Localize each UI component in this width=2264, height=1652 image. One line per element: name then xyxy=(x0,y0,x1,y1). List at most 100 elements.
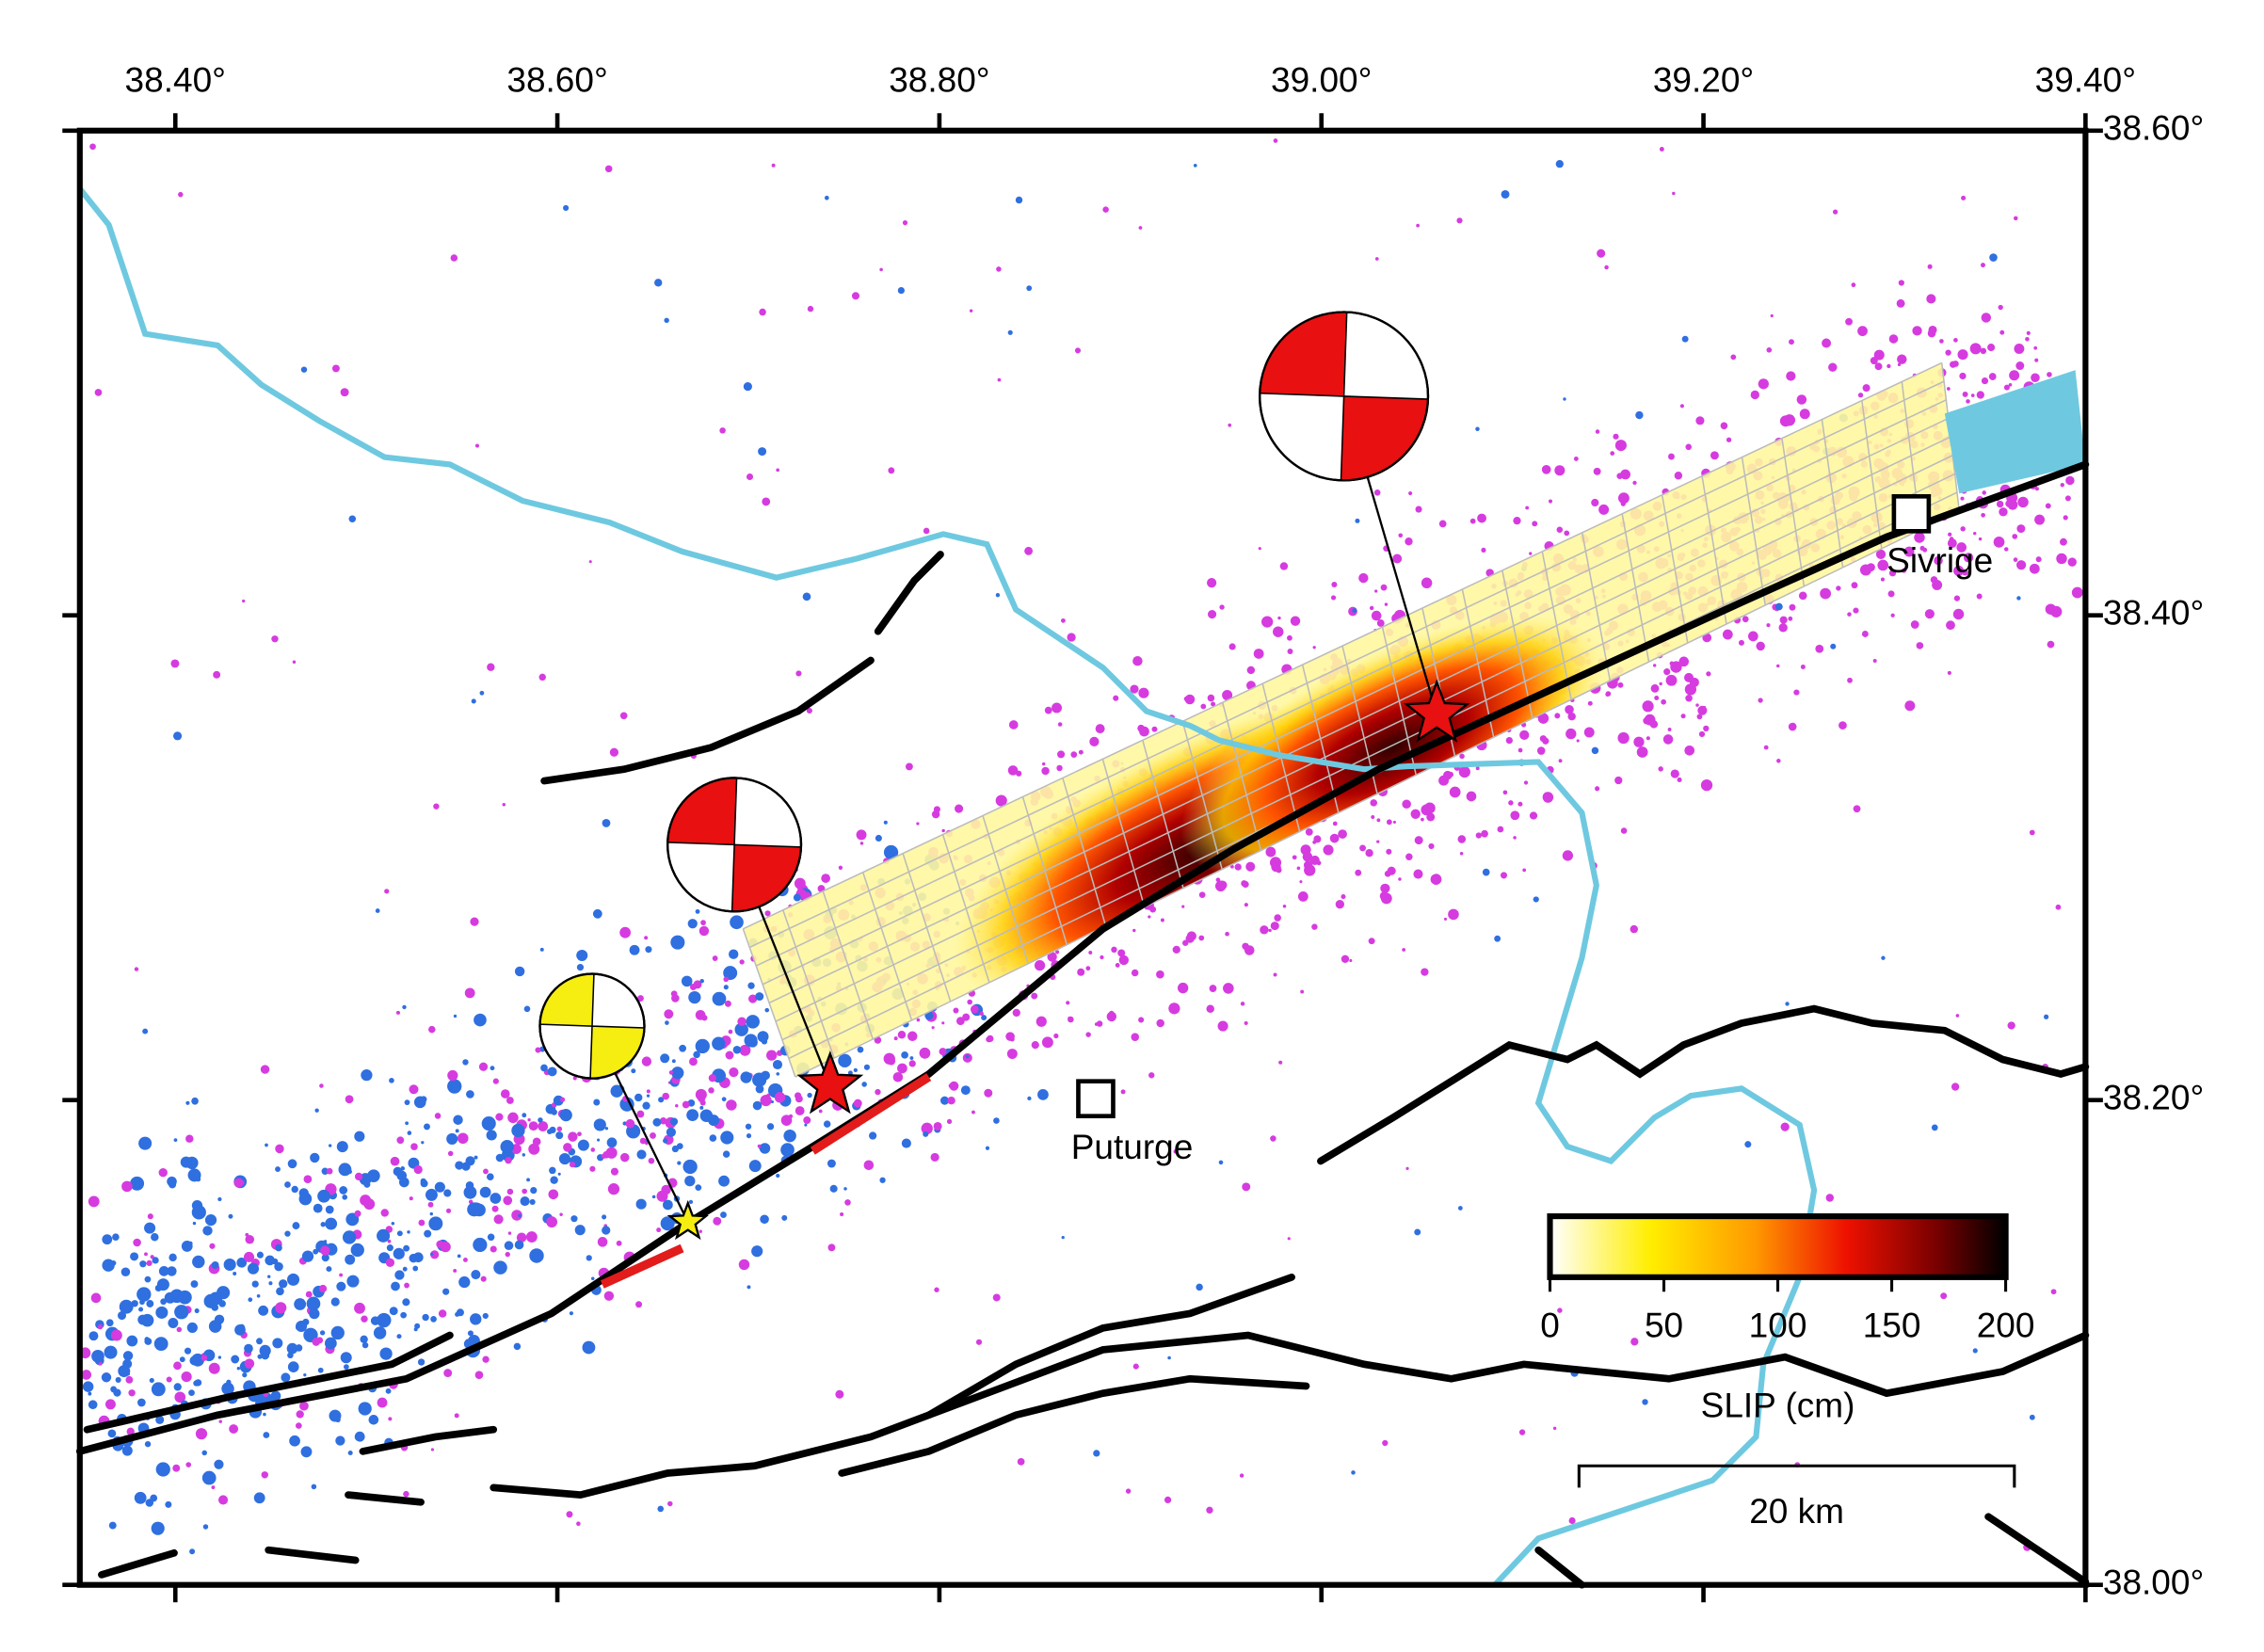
event xyxy=(1779,616,1788,624)
event xyxy=(395,1010,401,1015)
event xyxy=(794,877,806,890)
event xyxy=(1788,722,1797,731)
event xyxy=(502,803,506,807)
event xyxy=(1652,664,1657,667)
beachball-quadrant xyxy=(1259,311,1348,397)
event xyxy=(281,1372,291,1383)
event xyxy=(953,1007,959,1014)
x-tick-label: 39.40° xyxy=(2035,61,2136,100)
event xyxy=(1501,189,1510,199)
event xyxy=(1057,750,1066,759)
event xyxy=(604,165,613,173)
event xyxy=(821,874,830,883)
event xyxy=(506,1097,514,1104)
event xyxy=(979,1011,984,1017)
event xyxy=(1642,1399,1648,1405)
event xyxy=(2015,361,2025,371)
event xyxy=(377,1228,391,1243)
event xyxy=(1591,498,1599,507)
beachball-quadrant xyxy=(666,777,738,846)
event xyxy=(467,1202,482,1217)
event xyxy=(358,1402,372,1416)
event xyxy=(619,1152,630,1163)
event xyxy=(759,308,766,316)
event xyxy=(473,1237,488,1253)
event xyxy=(377,1312,392,1328)
event xyxy=(1952,361,1959,367)
event xyxy=(1352,608,1357,614)
event xyxy=(667,1500,673,1507)
event xyxy=(518,1213,522,1218)
event xyxy=(823,1120,831,1128)
event xyxy=(1518,1429,1526,1435)
event xyxy=(1663,668,1671,676)
event xyxy=(975,1339,983,1345)
event xyxy=(740,1071,752,1083)
event xyxy=(2035,556,2042,563)
event xyxy=(2065,475,2075,486)
event xyxy=(1695,703,1699,707)
event xyxy=(688,990,701,1004)
event xyxy=(1881,955,1886,960)
fault-plane-grid xyxy=(742,361,1961,1078)
event xyxy=(1847,612,1852,617)
event xyxy=(1299,880,1303,884)
colorbar-tick-label: 200 xyxy=(1977,1307,2035,1345)
event xyxy=(1573,457,1579,461)
event xyxy=(2045,603,2057,615)
event xyxy=(1980,347,1987,355)
event xyxy=(470,1313,482,1325)
event xyxy=(90,1292,102,1304)
event xyxy=(1632,480,1637,485)
event xyxy=(1374,257,1379,261)
event xyxy=(339,1186,348,1195)
event xyxy=(1219,604,1225,610)
event xyxy=(1661,698,1666,705)
event xyxy=(995,794,1007,807)
event xyxy=(656,1227,662,1233)
event xyxy=(208,1362,220,1374)
event xyxy=(495,1113,504,1121)
event xyxy=(1888,334,1899,344)
beachball-edge xyxy=(666,777,803,913)
event xyxy=(546,1216,558,1228)
event xyxy=(292,1222,300,1230)
event xyxy=(806,707,812,714)
event xyxy=(1513,517,1521,525)
event xyxy=(721,1097,727,1102)
event xyxy=(185,1134,194,1143)
event xyxy=(470,917,479,926)
event xyxy=(807,1092,812,1099)
event xyxy=(1332,821,1338,826)
event xyxy=(1976,593,1983,600)
event xyxy=(134,1491,147,1504)
event xyxy=(893,1036,898,1041)
fault-plane xyxy=(743,362,1960,1078)
event xyxy=(879,1177,886,1183)
event xyxy=(1196,1283,1203,1291)
event xyxy=(487,1233,495,1242)
event xyxy=(838,1053,852,1067)
event xyxy=(1536,746,1546,755)
event xyxy=(1836,585,1841,591)
event xyxy=(458,1275,471,1289)
event xyxy=(695,1038,710,1054)
event xyxy=(1969,343,1982,355)
event xyxy=(1595,786,1600,792)
event xyxy=(1916,642,1924,650)
event xyxy=(236,1367,241,1371)
event xyxy=(1953,338,1958,343)
event xyxy=(1981,377,1989,385)
event xyxy=(1563,397,1566,401)
event xyxy=(1130,684,1139,694)
event xyxy=(428,1216,443,1231)
event xyxy=(179,1356,185,1363)
event xyxy=(1443,917,1448,921)
event xyxy=(1160,918,1164,922)
event xyxy=(751,1245,763,1258)
event xyxy=(1376,818,1381,823)
event xyxy=(901,1138,911,1148)
event xyxy=(660,1053,670,1064)
event xyxy=(861,1082,867,1087)
axes: 38.40° 38.60° 38.80° 39.00° 39.20° 39.40° 38.0… xyxy=(62,61,2204,1603)
